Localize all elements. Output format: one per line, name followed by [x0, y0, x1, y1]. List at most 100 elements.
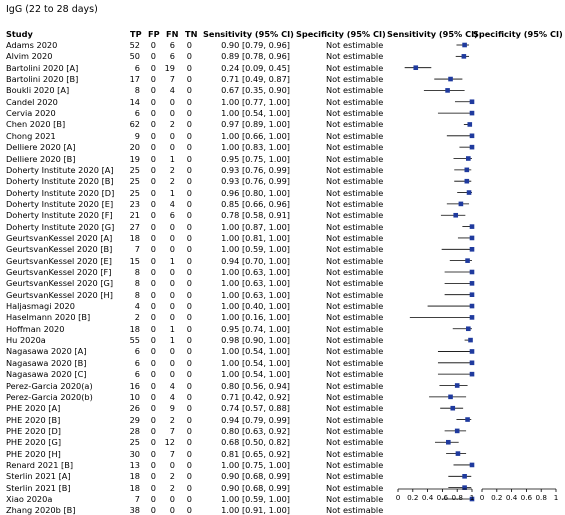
- study-name: PHE 2020 [D]: [6, 425, 62, 436]
- specificity-ci-text: Not estimable: [326, 74, 384, 85]
- fp-value: 0: [150, 482, 156, 493]
- tp-value: 25: [129, 187, 140, 198]
- tp-value: 18: [129, 482, 140, 493]
- tp-value: 50: [129, 51, 140, 62]
- fp-value: 0: [150, 164, 156, 175]
- sensitivity-ci-text: 1.00 [0.66, 1.00]: [221, 130, 290, 141]
- specificity-ci-text: Not estimable: [326, 278, 384, 289]
- sensitivity-ci-text: 1.00 [0.40, 1.00]: [221, 301, 290, 312]
- fp-value: 0: [150, 255, 156, 266]
- tn-value: 0: [186, 40, 192, 50]
- study-name: Boukli 2020 [A]: [6, 85, 70, 96]
- point-estimate-marker: [455, 451, 461, 456]
- fp-value: 0: [150, 369, 156, 380]
- sensitivity-ci-text: 1.00 [0.77, 1.00]: [221, 96, 290, 107]
- specificity-ci-text: Not estimable: [326, 312, 384, 323]
- study-name: GeurtsvanKessel 2020 [E]: [6, 255, 112, 266]
- fp-value: 0: [150, 346, 156, 357]
- sensitivity-ci-text: 0.78 [0.58, 0.91]: [221, 210, 290, 221]
- point-estimate-marker: [466, 326, 471, 332]
- fn-value: 0: [169, 221, 175, 232]
- tn-value: 0: [186, 482, 192, 493]
- study-name: Doherty Institute 2020 [D]: [6, 187, 115, 198]
- specificity-ci-text: Not estimable: [326, 255, 384, 266]
- tn-value: 0: [186, 232, 192, 243]
- specificity-tick-label: 0.2: [491, 493, 502, 502]
- sensitivity-ci-text: 0.96 [0.80, 1.00]: [221, 187, 290, 198]
- fp-value: 0: [150, 96, 156, 107]
- fn-value: 1: [169, 153, 175, 164]
- tp-value: 8: [134, 267, 140, 277]
- fn-value: 0: [169, 267, 175, 277]
- point-estimate-marker: [462, 485, 467, 490]
- tp-value: 10: [129, 391, 140, 402]
- tn-value: 0: [186, 323, 192, 334]
- study-name: Delliere 2020 [B]: [6, 153, 76, 164]
- tn-value: 0: [186, 380, 192, 391]
- fn-value: 4: [169, 198, 175, 209]
- tn-value: 0: [186, 369, 192, 380]
- study-name: Alvim 2020: [6, 51, 53, 62]
- fn-value: 4: [169, 380, 175, 391]
- point-estimate-marker: [445, 88, 450, 93]
- tn-value: 0: [186, 176, 192, 187]
- tp-value: 23: [129, 198, 140, 209]
- specificity-ci-text: Not estimable: [326, 346, 384, 357]
- fp-value: 0: [150, 108, 156, 119]
- sensitivity-ci-text: 0.94 [0.70, 1.00]: [221, 255, 290, 266]
- tp-value: 29: [129, 414, 140, 425]
- specificity-ci-text: Not estimable: [326, 85, 384, 96]
- fn-value: 0: [169, 505, 175, 515]
- study-name: Doherty Institute 2020 [G]: [6, 221, 115, 232]
- tp-value: 18: [129, 323, 140, 334]
- study-name: Sterlin 2021 [B]: [6, 482, 71, 493]
- specificity-ci-text: Not estimable: [326, 244, 384, 255]
- tp-value: 27: [129, 221, 140, 232]
- tp-value: 2: [134, 312, 140, 323]
- fp-value: 0: [150, 471, 156, 482]
- point-estimate-marker: [469, 349, 475, 354]
- specificity-tick-label: 0.8: [535, 493, 547, 502]
- fn-value: 1: [169, 335, 175, 346]
- tp-value: 6: [134, 62, 140, 73]
- tn-value: 0: [186, 142, 192, 153]
- specificity-ci-text: Not estimable: [326, 505, 384, 515]
- fn-value: 9: [169, 403, 175, 414]
- study-name: Renard 2021 [B]: [6, 459, 74, 470]
- study-name: Zhang 2020b [B]: [6, 505, 76, 515]
- point-estimate-marker: [413, 65, 419, 70]
- fn-value: 7: [169, 74, 175, 85]
- tn-value: 0: [186, 403, 192, 414]
- tn-value: 0: [186, 119, 192, 130]
- specificity-ci-text: Not estimable: [326, 289, 384, 300]
- tp-value: 4: [134, 301, 140, 312]
- fp-value: 0: [150, 267, 156, 277]
- fp-value: 0: [150, 119, 156, 130]
- tn-value: 0: [186, 85, 192, 96]
- sensitivity-ci-text: 0.90 [0.68, 0.99]: [221, 471, 290, 482]
- sensitivity-ci-text: 1.00 [0.81, 1.00]: [221, 232, 290, 243]
- point-estimate-marker: [469, 99, 475, 105]
- tp-value: 25: [129, 176, 140, 187]
- sensitivity-ci-text: 1.00 [0.75, 1.00]: [221, 459, 290, 470]
- tn-value: 0: [186, 244, 192, 255]
- fp-value: 0: [150, 380, 156, 391]
- point-estimate-marker: [458, 201, 464, 207]
- point-estimate-marker: [464, 167, 470, 173]
- point-estimate-marker: [466, 156, 471, 161]
- specificity-ci-text: Not estimable: [326, 448, 384, 459]
- point-estimate-marker: [446, 439, 451, 445]
- column-header-study: Study: [6, 29, 33, 39]
- point-estimate-marker: [469, 315, 475, 320]
- specificity-ci-text: Not estimable: [326, 232, 384, 243]
- sensitivity-ci-text: 1.00 [0.63, 1.00]: [221, 267, 290, 277]
- tn-value: 0: [186, 130, 192, 141]
- study-name: GeurtsvanKessel 2020 [A]: [6, 232, 113, 243]
- specificity-ci-text: Not estimable: [326, 221, 384, 232]
- sensitivity-ci-text: 0.71 [0.49, 0.87]: [221, 74, 290, 85]
- sensitivity-ci-text: 0.71 [0.42, 0.92]: [221, 391, 290, 402]
- fn-value: 0: [169, 130, 175, 141]
- fp-value: 0: [150, 232, 156, 243]
- fp-value: 0: [150, 494, 156, 504]
- sensitivity-ci-text: 0.89 [0.78, 0.96]: [221, 51, 290, 62]
